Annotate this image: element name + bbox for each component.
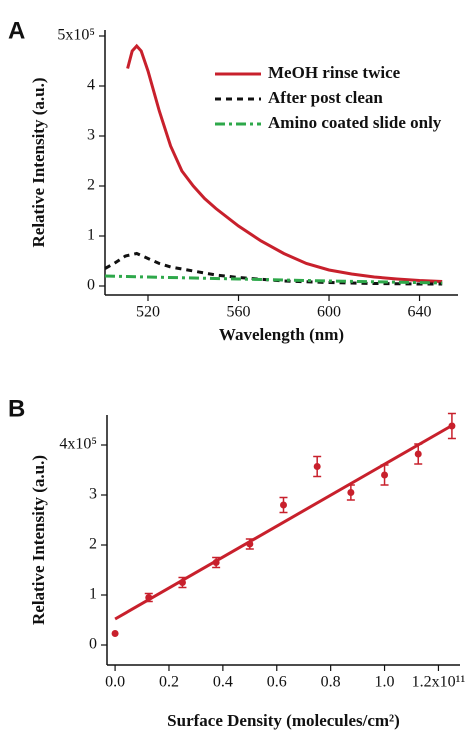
panel-label: A <box>8 17 25 44</box>
data-line <box>104 274 443 285</box>
data-point <box>347 489 355 496</box>
x-tick-label: 1.0 <box>375 674 395 691</box>
x-tick-label: 520 <box>136 304 160 321</box>
legend-label: MeOH rinse twice <box>268 63 401 82</box>
x-tick-label: 0.8 <box>321 674 341 691</box>
panel-label: B <box>8 395 25 422</box>
x-tick-label: 0.0 <box>105 674 125 691</box>
y-tick-label: 5x10⁵ <box>57 27 95 44</box>
x-axis-title: Wavelength (nm) <box>219 325 344 344</box>
y-tick-label: 0 <box>87 277 95 294</box>
y-tick-label: 2 <box>87 177 95 194</box>
y-tick-label: 3 <box>89 486 97 503</box>
legend-label: Amino coated slide only <box>268 113 442 132</box>
x-axis-title: Surface Density (molecules/cm²) <box>167 711 400 730</box>
y-tick-label: 4x10⁵ <box>59 436 97 453</box>
data-line <box>104 251 443 286</box>
x-tick-label: 0.6 <box>267 674 287 691</box>
x-tick-label: 1.2x10¹¹ <box>412 674 466 691</box>
data-point <box>381 471 389 479</box>
y-tick-label: 3 <box>87 127 95 144</box>
data-point <box>414 450 422 458</box>
x-tick-label: 600 <box>317 304 341 321</box>
data-point <box>280 501 287 509</box>
x-tick-label: 640 <box>408 304 432 321</box>
x-tick-label: 0.2 <box>159 674 179 691</box>
y-tick-label: 1 <box>89 586 97 603</box>
y-axis-title: Relative Intensity (a.u.) <box>29 78 48 248</box>
data-line <box>114 422 456 621</box>
x-tick-label: 0.4 <box>213 674 233 691</box>
data-line <box>126 43 443 283</box>
y-tick-label: 4 <box>87 77 95 94</box>
data-point <box>313 463 321 470</box>
data-point <box>111 630 119 637</box>
x-tick-label: 560 <box>227 304 251 321</box>
y-tick-label: 1 <box>87 227 95 244</box>
y-tick-label: 0 <box>89 636 97 653</box>
y-axis-title: Relative Intensity (a.u.) <box>29 455 48 625</box>
y-tick-label: 2 <box>89 536 97 553</box>
legend-label: After post clean <box>268 88 383 107</box>
